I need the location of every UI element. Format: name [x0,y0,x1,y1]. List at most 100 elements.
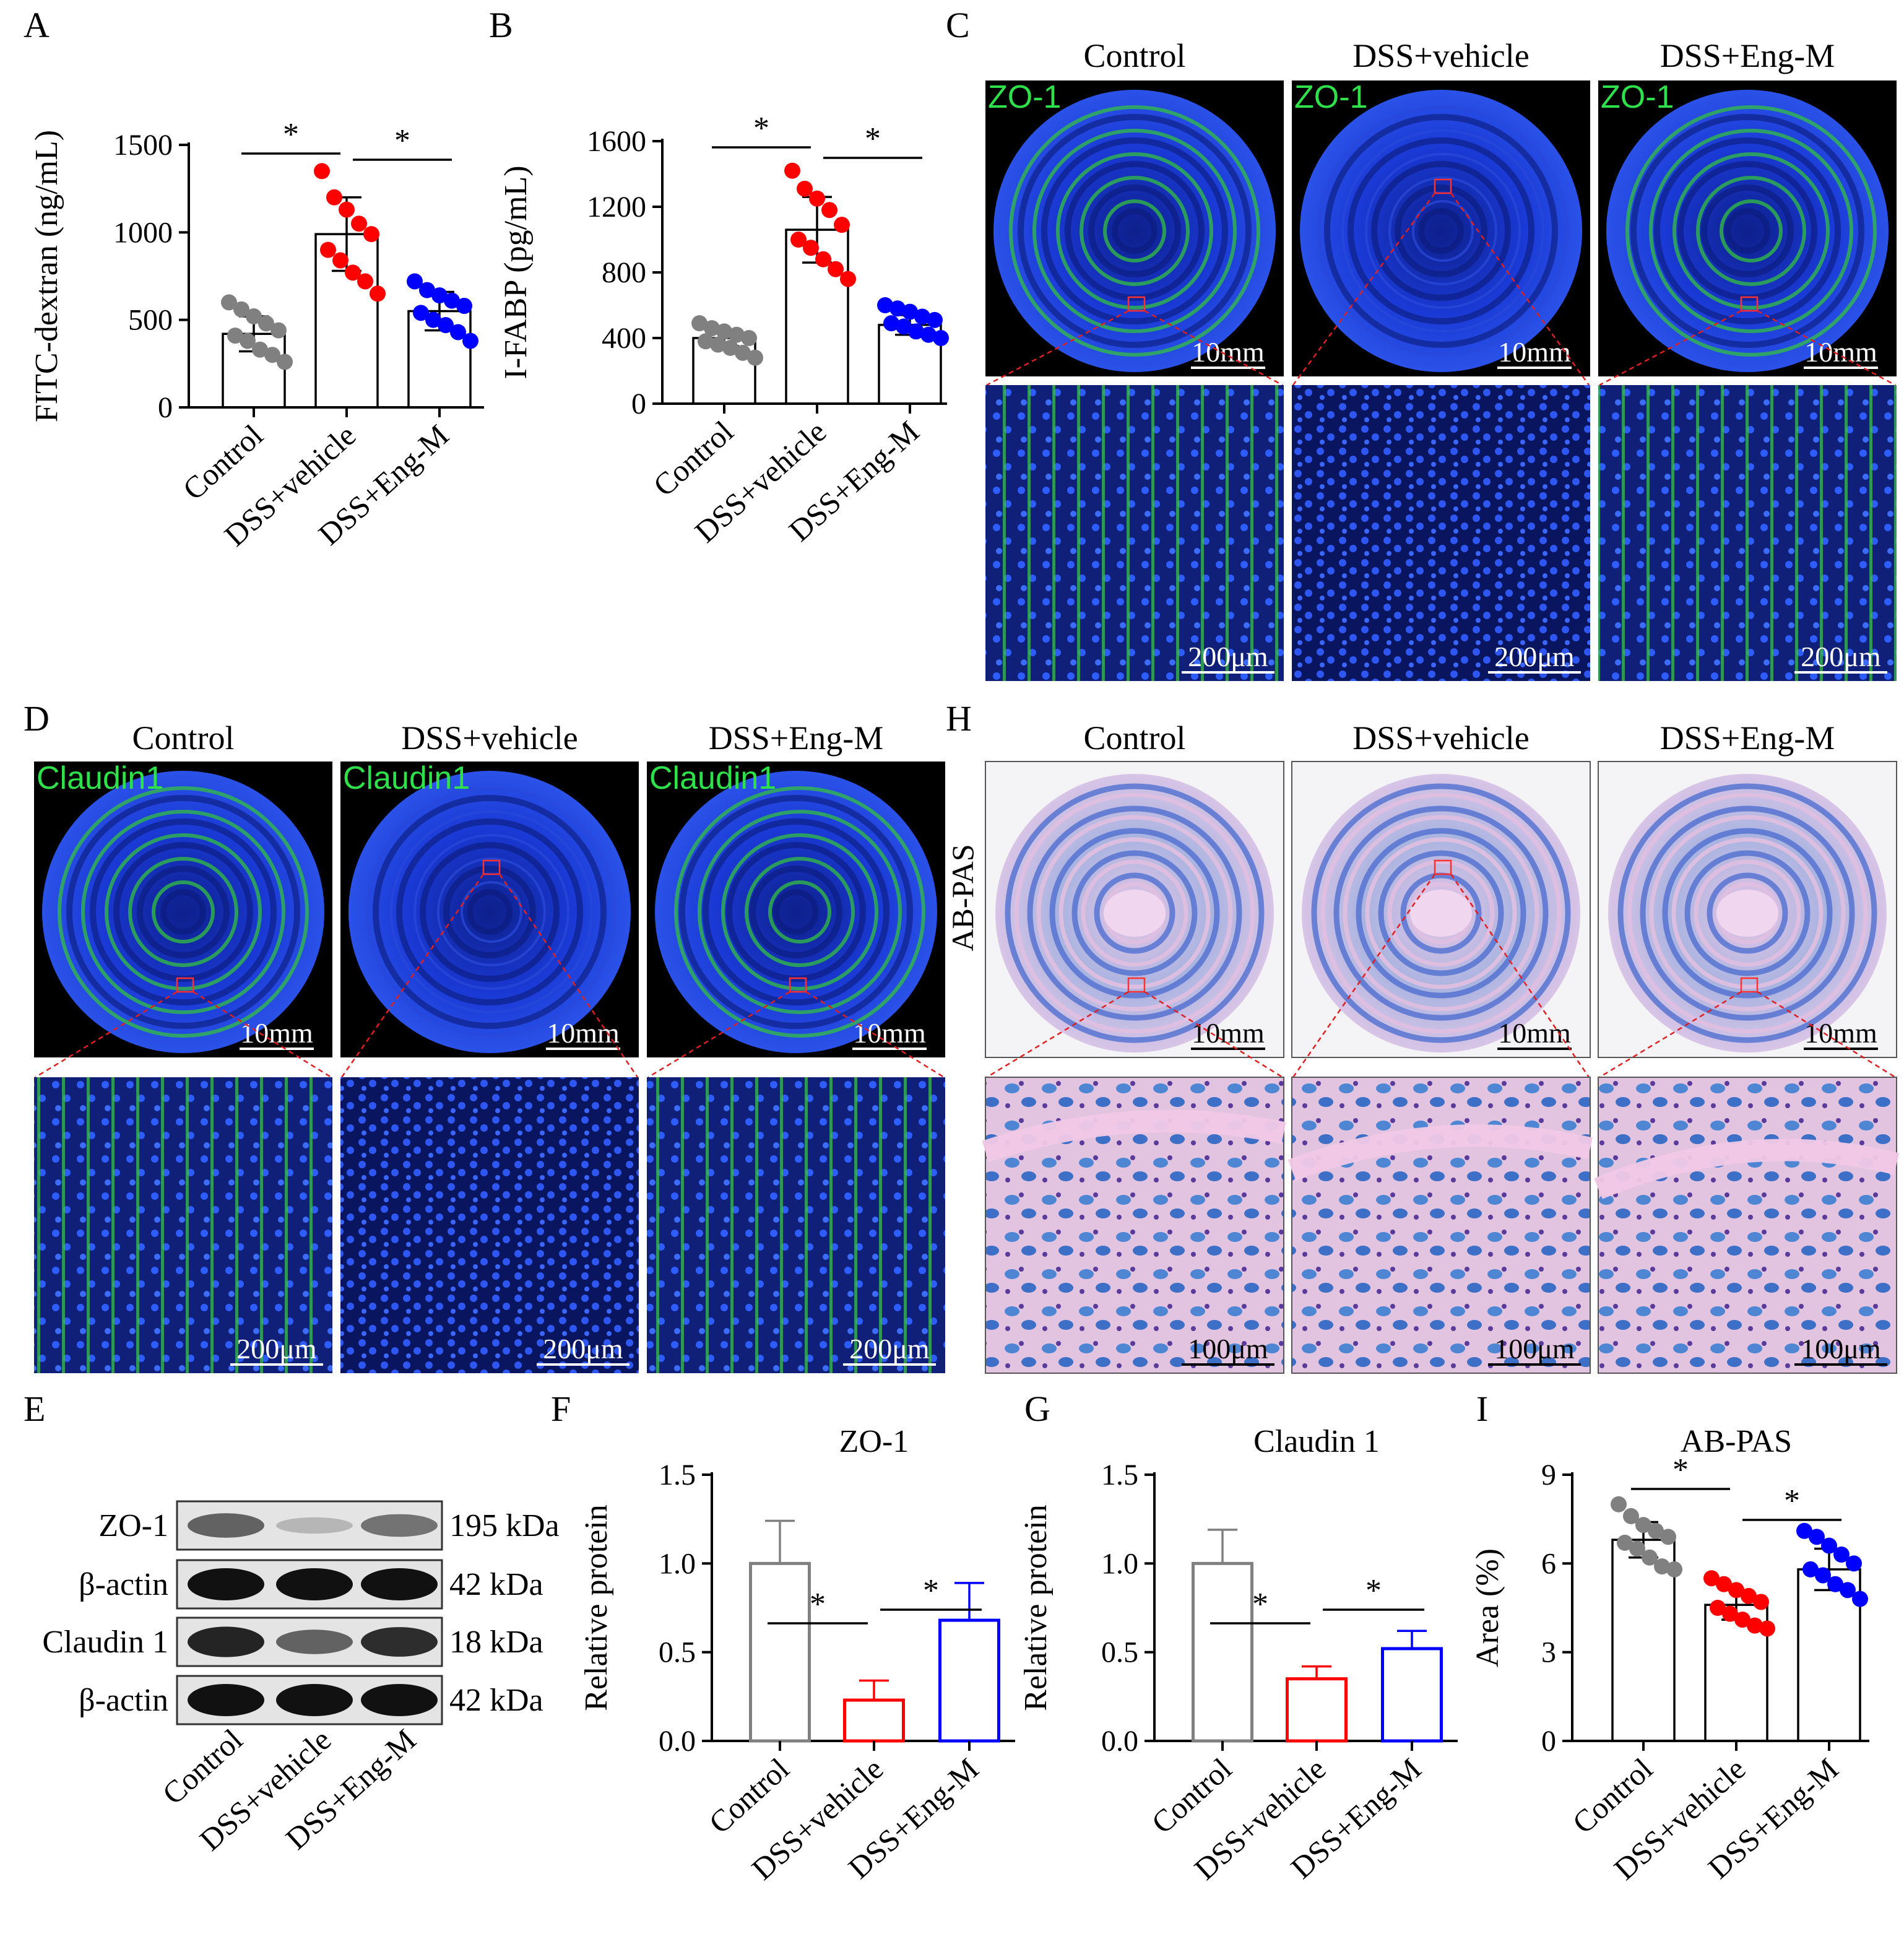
tissue-lumen [1058,837,1211,989]
tissue-lumen [1343,815,1539,1012]
significance-star: * [283,117,299,152]
band-label: β-actin [79,1567,168,1602]
y-tick-label: 9 [1541,1459,1556,1491]
data-point [1809,1529,1825,1545]
scale-label: 200μm [1188,641,1268,672]
data-point [227,328,243,344]
scale-label: 200μm [1801,641,1881,672]
y-tick-label: 6 [1541,1547,1556,1580]
tissue-ring [1412,200,1474,262]
column-header: DSS+vehicle [1352,719,1529,757]
data-point [1617,1534,1633,1551]
data-point [747,349,763,366]
data-point [351,215,367,232]
panel-letter-H: H [946,698,972,739]
tissue-ring [1032,129,1237,333]
y-axis-label: I-FABP (pg/mL) [498,165,534,379]
data-point [920,326,937,343]
tissue-ring [81,810,285,1014]
tissue-ring [1333,805,1549,1021]
roi-box [789,977,807,993]
data-point [1833,1547,1850,1563]
zoom-image [34,1077,332,1373]
panel-letter-D: D [24,698,50,739]
roi-box [1127,977,1146,993]
tissue-lumen [1036,815,1233,1012]
data-point [889,300,906,317]
micrograph-panel-D: ControlClaudin110mm200μmDSS+vehicleClaud… [34,719,945,1373]
data-point [840,271,856,287]
bar [843,1698,905,1743]
tissue-ring [105,833,262,991]
zoom-guide [1757,310,1896,386]
tissue-lumen [1324,114,1558,348]
data-point [914,308,930,325]
tissue-ring [1318,106,1568,356]
zoom-guide [1144,991,1283,1078]
scale-label: 200μm [1494,641,1575,672]
stain-label: ZO-1 [1601,79,1674,115]
scale-label: 200μm [543,1333,623,1365]
tissue-lumen [66,795,300,1029]
blot-band [276,1629,353,1654]
blot-band [276,1568,353,1600]
roi-box [1434,859,1452,875]
data-point [1654,1558,1670,1575]
tissue-ring [674,786,925,1038]
data-point [246,308,262,325]
stain-label: Claudin1 [343,760,470,796]
stain-label: Claudin1 [649,760,776,796]
tissue-lumen [1701,184,1794,277]
blot-band [361,1684,438,1716]
tissue-ring [1356,828,1526,999]
zoom-guide [986,991,1129,1078]
tissue-ring [1311,783,1571,1043]
scale-label: 10mm [1498,1017,1571,1049]
tissue-ring [58,786,309,1038]
data-point [877,297,893,313]
significance-star: * [865,121,881,157]
zoom-image [340,1077,639,1373]
tissue-lumen [703,818,889,1005]
data-point [1666,1561,1682,1577]
tissue-ring [1720,199,1783,263]
data-point [264,347,280,363]
chart-title: ZO-1 [839,1424,909,1459]
column-header: Control [132,719,234,757]
data-point [1759,1620,1775,1637]
y-axis-label: FITC-dextran (ng/mL) [29,130,64,422]
zoom-image [1292,385,1590,681]
tissue-ring [1094,872,1175,954]
data-point [314,163,330,180]
blot-band [188,1626,264,1657]
tissue-lumen [1724,208,1770,254]
stain-label: ZO-1 [988,79,1061,115]
y-tick-label: 1200 [587,191,646,223]
y-tick-label: 0 [631,388,646,420]
tissue-center [1104,890,1166,937]
roi-box [176,977,194,993]
band-size: 18 kDa [449,1625,543,1660]
zoom-guide [1599,310,1742,386]
data-point [1660,1529,1676,1545]
data-point [407,273,423,290]
tissue-lumen [773,889,819,935]
chart-title: AB-PAS [1681,1424,1792,1459]
band-label: Claudin 1 [42,1625,168,1660]
tissue-lumen [1418,208,1464,254]
zoom-image [1598,385,1897,681]
y-tick-label: 1000 [113,216,173,249]
data-point [1846,1555,1862,1572]
y-tick-label: 0 [1541,1725,1556,1758]
band-label: ZO-1 [98,1508,168,1543]
data-point [413,305,429,321]
data-point [252,341,268,358]
tissue-ring [390,810,593,1013]
zoom-guide [1292,874,1436,1078]
tissue-ring [768,880,831,944]
data-point [784,162,800,179]
bar [1286,1677,1348,1743]
data-point [710,336,726,353]
data-point [345,264,361,281]
